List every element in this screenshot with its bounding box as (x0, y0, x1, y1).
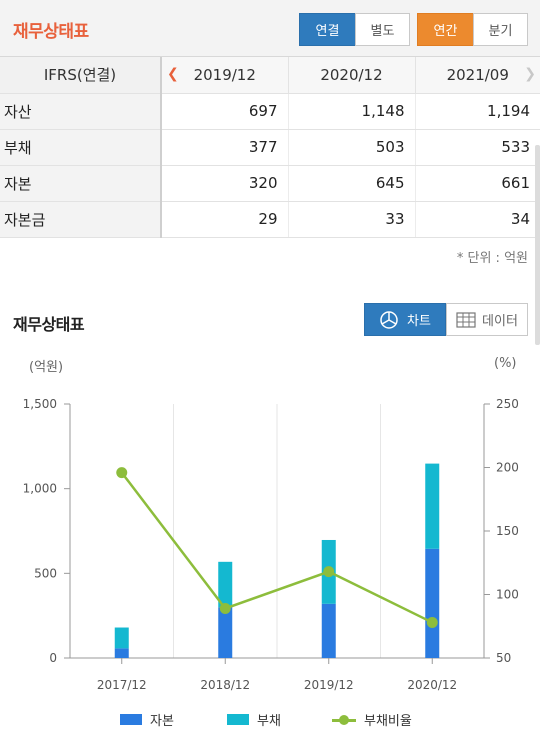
year-label: 2020/12 (320, 65, 383, 84)
y2-tick-label: 150 (496, 524, 519, 538)
row-label: 부채 (0, 129, 162, 166)
chart-button-label: 차트 (407, 314, 431, 329)
table-header-year: 2020/12 (288, 57, 416, 94)
year-label: 2019/12 (193, 65, 256, 84)
page-title: 재무상태표 (13, 22, 89, 42)
toggle-consolidated-button[interactable]: 연결 (299, 13, 356, 46)
toggle-separate-button[interactable]: 별도 (355, 13, 410, 46)
chevron-left-icon[interactable]: ❮ (167, 66, 179, 82)
y-tick-label: 0 (49, 651, 57, 665)
y2-tick-label: 100 (496, 588, 519, 602)
header-bar: 재무상태표 연결 별도 연간 분기 (0, 0, 540, 57)
left-axis-unit: (억원) (29, 360, 64, 375)
unit-note: * 단위 : 억원 (456, 251, 528, 266)
y-tick-label: 1,500 (23, 397, 57, 411)
data-button-label: 데이터 (482, 314, 518, 329)
bar-equity (218, 607, 233, 658)
table-cell: 697 (161, 93, 289, 130)
row-label: 자본금 (0, 201, 162, 238)
bar-liabilities (218, 561, 233, 608)
table-row: 자본금 29 33 34 (0, 201, 540, 238)
x-tick-label: 2017/12 (97, 678, 147, 692)
bar-equity (321, 603, 336, 658)
debt-ratio-point (116, 467, 128, 479)
table-cell: 503 (288, 129, 416, 166)
debt-ratio-line (120, 471, 433, 624)
y2-tick-label: 50 (496, 651, 511, 665)
debt-ratio-point (219, 602, 231, 614)
legend-swatch (120, 714, 142, 725)
table-header-year: 2021/09 ❯ (415, 57, 540, 94)
table-header-row: IFRS(연결) ❮ 2019/12 2020/12 2021/09 ❯ (0, 57, 540, 94)
bar-liabilities (425, 463, 440, 549)
toggle-annual-button[interactable]: 연간 (417, 13, 474, 46)
toggle-quarterly-button[interactable]: 분기 (473, 13, 528, 46)
row-label: 자산 (0, 93, 162, 130)
bar-equity (425, 548, 440, 658)
chart-legend: 자본 부채 부채비율 (0, 710, 540, 730)
legend-item-equity: 자본 (120, 710, 174, 729)
right-axis-unit: (%) (494, 356, 517, 371)
table-cell: 33 (288, 201, 416, 238)
table-header-year: ❮ 2019/12 (161, 57, 289, 94)
x-tick-label: 2020/12 (407, 678, 457, 692)
table-cell: 533 (415, 129, 540, 166)
table-cell: 1,194 (415, 93, 540, 130)
table-cell: 377 (161, 129, 289, 166)
table-grid-icon (456, 311, 476, 328)
pie-chart-icon (380, 310, 398, 329)
legend-line-marker (332, 714, 356, 726)
x-tick-label: 2018/12 (200, 678, 250, 692)
legend-label: 자본 (150, 714, 174, 729)
bar-equity (114, 648, 129, 658)
table-cell: 645 (288, 165, 416, 202)
table-header-label: IFRS(연결) (0, 57, 162, 94)
y-tick-label: 500 (34, 566, 57, 580)
debt-ratio-point (323, 566, 335, 578)
table-row: 자본 320 645 661 (0, 165, 540, 202)
y-tick-label: 1,000 (23, 482, 57, 496)
balance-sheet-chart: 0 500 1,000 1,500 50 100 150 200 250 2017/12 2018/… (23, 397, 519, 692)
row-label: 자본 (0, 165, 162, 202)
table-row: 부채 377 503 533 (0, 129, 540, 166)
financial-table: IFRS(연결) ❮ 2019/12 2020/12 2021/09 ❯ 자산 … (0, 57, 540, 238)
table-row: 자산 697 1,148 1,194 (0, 93, 540, 130)
chart-section-title: 재무상태표 (13, 315, 85, 334)
table-cell: 34 (415, 201, 540, 238)
table-cell: 1,148 (288, 93, 416, 130)
y2-tick-label: 200 (496, 461, 519, 475)
scrollbar[interactable] (535, 145, 540, 345)
legend-label: 부채 (257, 714, 281, 729)
legend-swatch (227, 714, 249, 725)
year-label: 2021/09 (446, 65, 509, 84)
data-view-button[interactable]: 데이터 (446, 303, 528, 336)
x-tick-label: 2019/12 (304, 678, 354, 692)
chart-view-button[interactable]: 차트 (364, 303, 446, 336)
y2-tick-label: 250 (496, 397, 519, 411)
table-cell: 661 (415, 165, 540, 202)
legend-label: 부채비율 (364, 714, 412, 729)
chevron-right-icon[interactable]: ❯ (524, 66, 536, 82)
bar-liabilities (114, 627, 129, 649)
table-cell: 29 (161, 201, 289, 238)
legend-item-liabilities: 부채 (227, 710, 281, 729)
debt-ratio-point (426, 616, 438, 628)
legend-item-debt-ratio: 부채비율 (332, 710, 412, 729)
table-cell: 320 (161, 165, 289, 202)
